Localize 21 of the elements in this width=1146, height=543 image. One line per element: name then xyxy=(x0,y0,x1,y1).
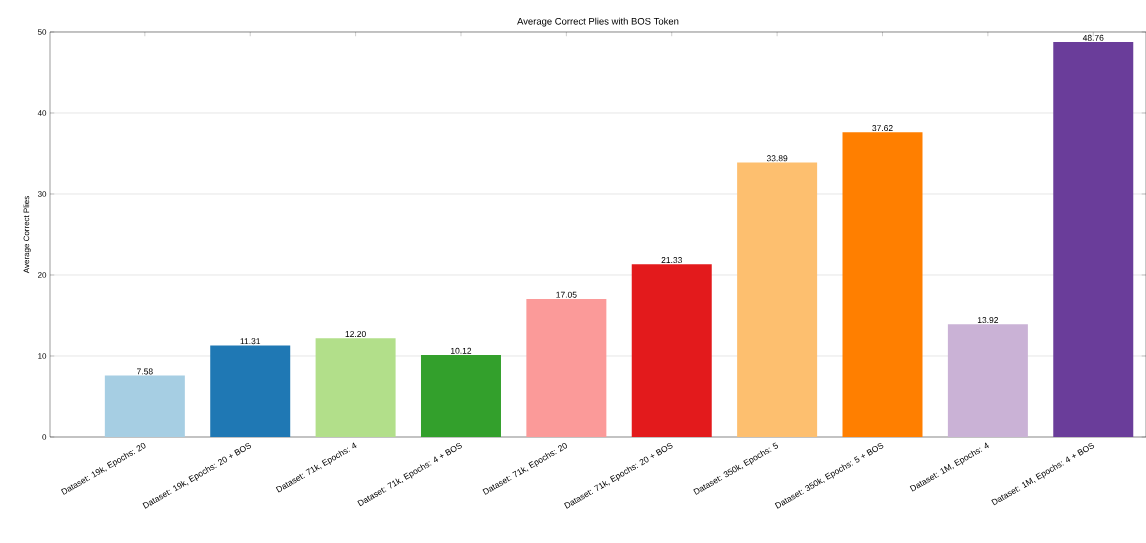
data-label: 7.58 xyxy=(137,368,153,375)
bar xyxy=(1053,42,1134,437)
bar xyxy=(842,132,923,437)
bar xyxy=(947,324,1028,437)
data-label: 21.33 xyxy=(661,257,682,264)
data-label: 33.89 xyxy=(766,155,788,162)
bar xyxy=(737,162,818,437)
data-label: 48.76 xyxy=(1082,34,1104,41)
data-label: 37.62 xyxy=(872,125,893,132)
data-label: 17.05 xyxy=(556,291,577,298)
chart-title: Average Correct Plies with BOS Token xyxy=(517,17,679,27)
data-label: 10.12 xyxy=(451,347,472,354)
bar xyxy=(420,355,501,437)
bar xyxy=(526,298,607,437)
bar xyxy=(315,338,396,437)
data-label: 13.92 xyxy=(977,317,999,324)
bar xyxy=(210,345,291,437)
bar xyxy=(104,375,185,437)
bar xyxy=(631,264,712,437)
data-label: 12.20 xyxy=(345,330,366,337)
data-label: 11.31 xyxy=(240,338,261,345)
